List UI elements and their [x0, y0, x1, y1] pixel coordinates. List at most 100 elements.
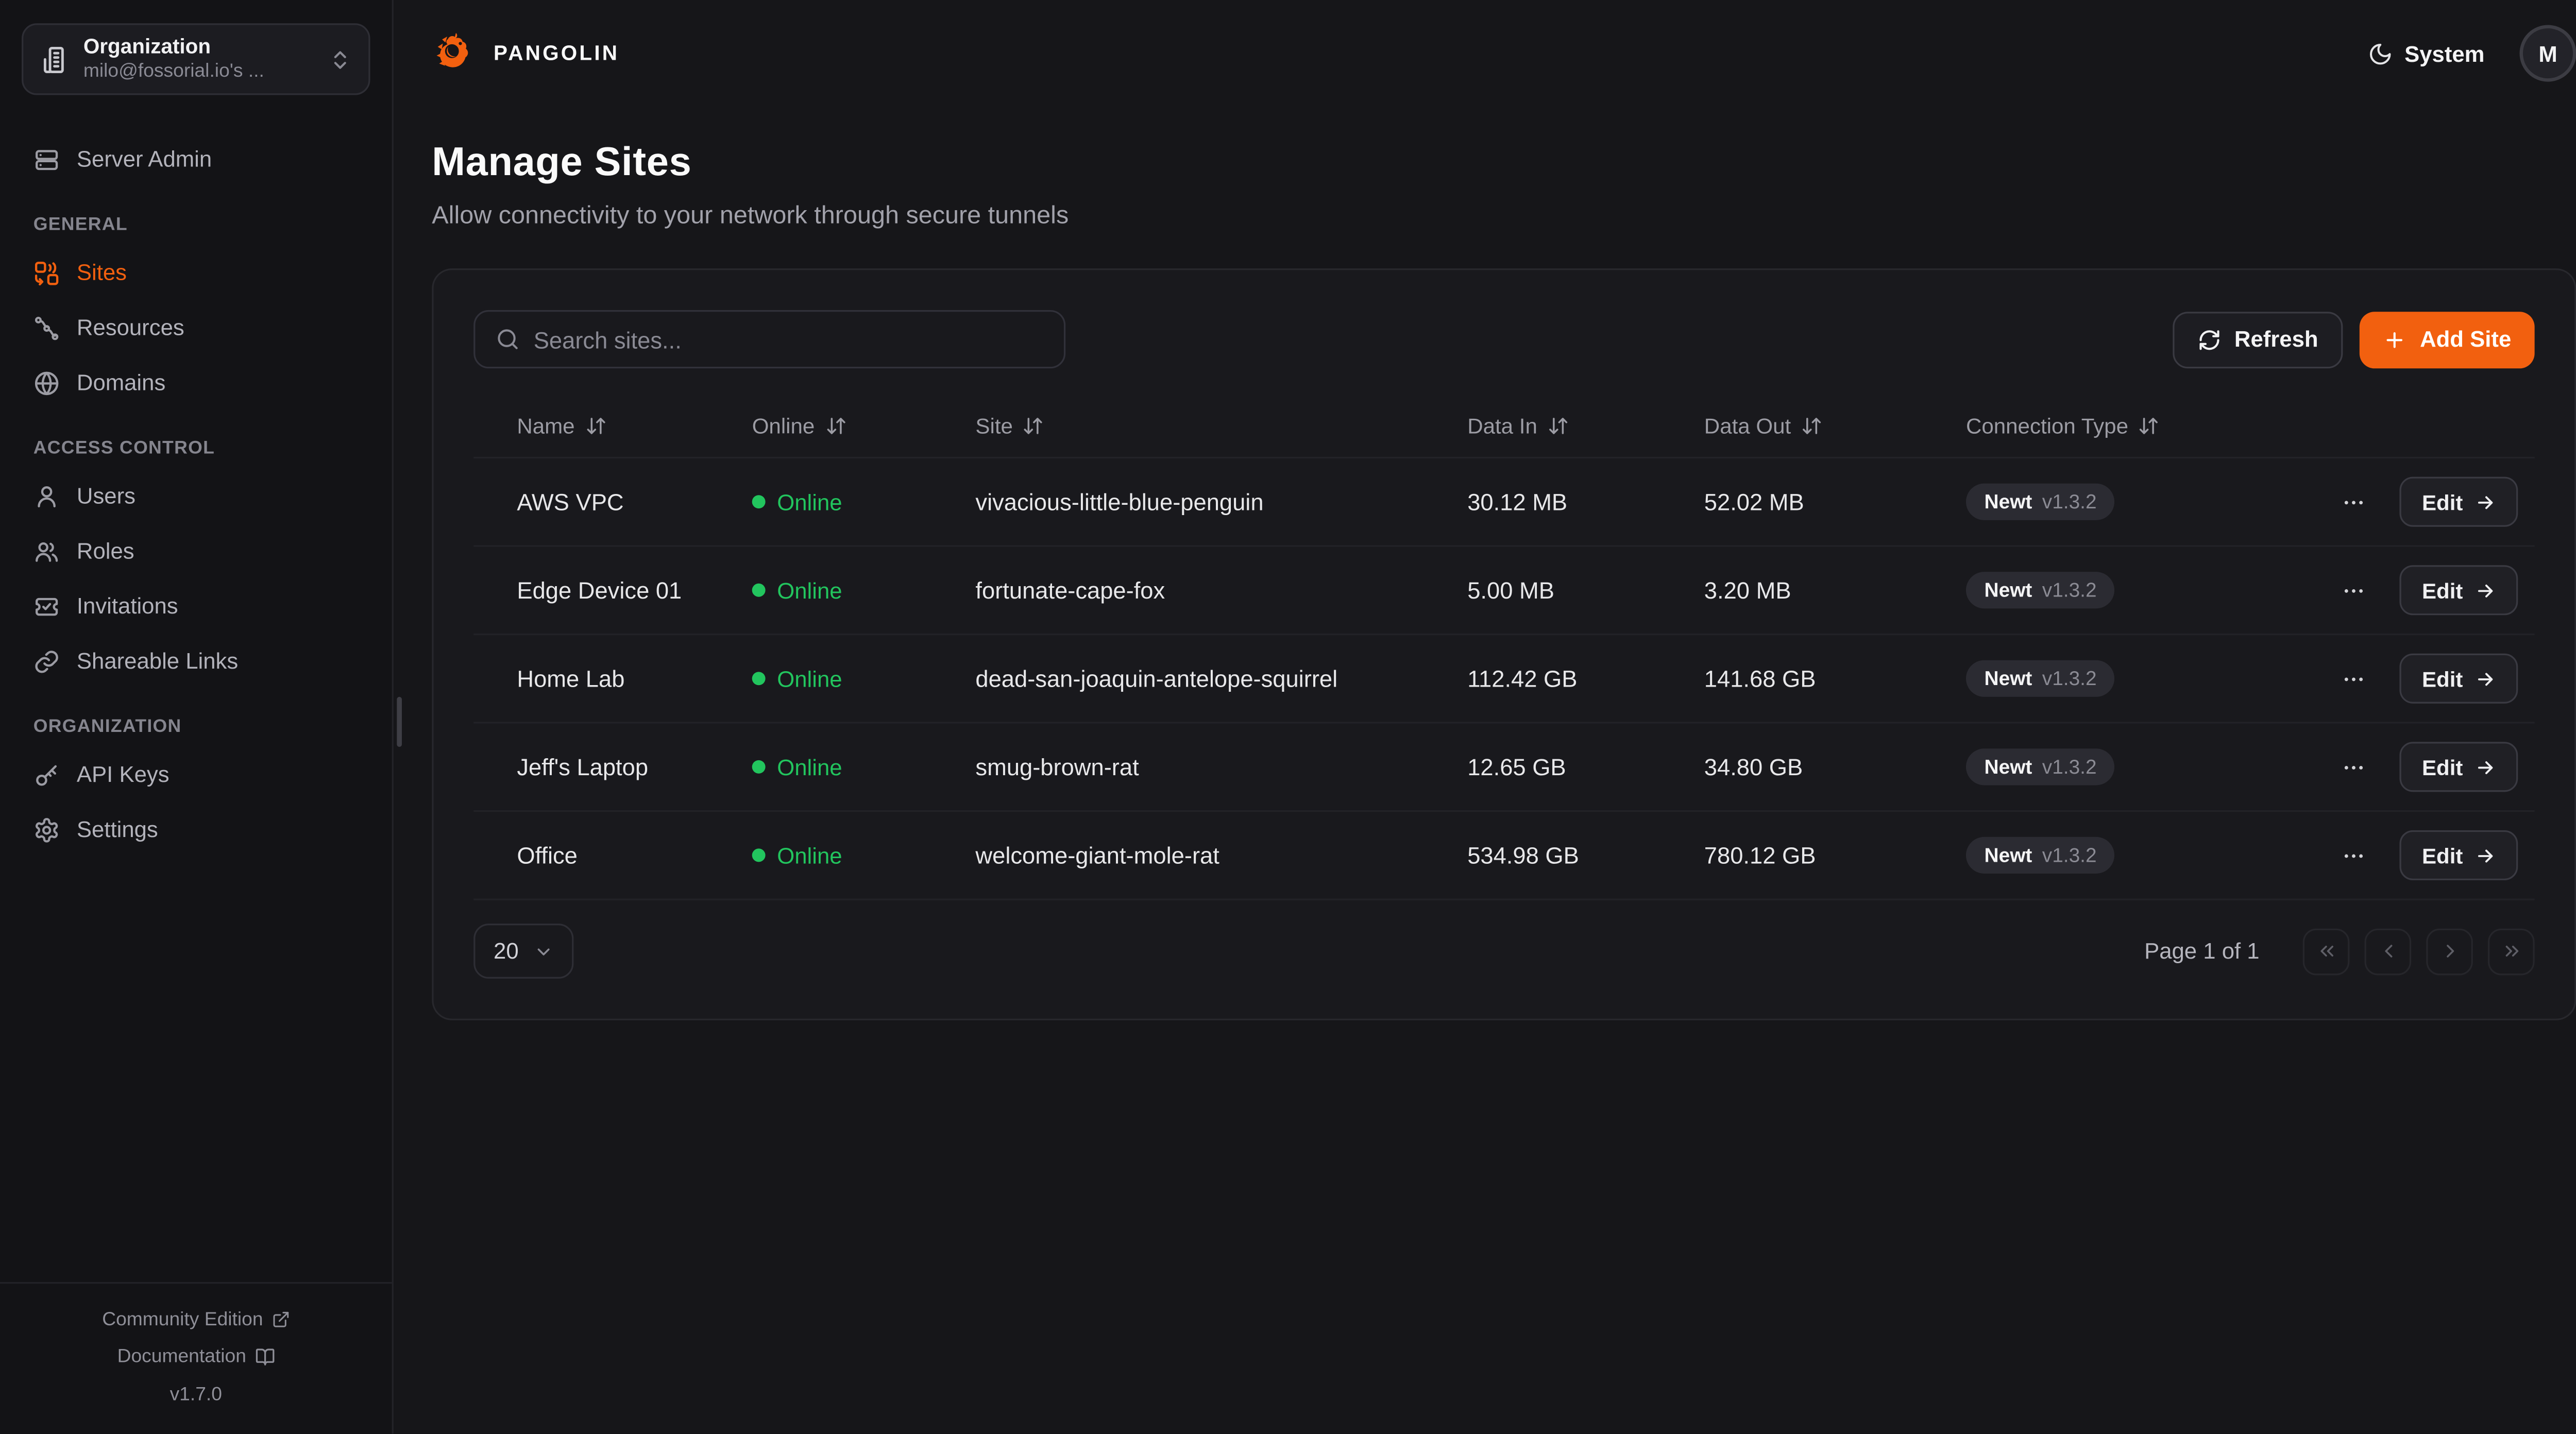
main-content: PANGOLIN System M Manage Sites Allow con… — [394, 0, 2576, 1433]
search-input[interactable] — [533, 326, 1044, 353]
arrow-right-icon — [2478, 584, 2493, 597]
row-menu-button[interactable] — [2338, 574, 2370, 606]
search-icon — [498, 329, 518, 349]
column-header-label: Name — [517, 413, 575, 439]
refresh-button[interactable]: Refresh — [2173, 311, 2344, 368]
section-label-general: GENERAL — [33, 215, 128, 235]
plus-icon — [2387, 331, 2403, 347]
status-badge: Online — [777, 754, 842, 780]
documentation-link[interactable]: Documentation — [16, 1339, 375, 1376]
data-in-value: 112.42 GB — [1467, 665, 1578, 692]
key-icon — [36, 764, 57, 785]
data-in-value: 12.65 GB — [1467, 753, 1566, 780]
sidebar-item-resources[interactable]: Resources — [0, 300, 392, 355]
sidebar-item-roles[interactable]: Roles — [0, 523, 392, 578]
sites-card: Refresh Add Site Name Online Site — [432, 268, 2576, 1020]
connection-version: v1.3.2 — [2042, 578, 2097, 602]
theme-toggle[interactable]: System — [2368, 41, 2485, 66]
documentation-label: Documentation — [117, 1347, 246, 1368]
column-header-label: Data Out — [1704, 413, 1791, 439]
connection-cell: Newt v1.3.2 — [1965, 483, 2325, 520]
row-menu-button[interactable] — [2338, 751, 2370, 782]
connection-client: Newt — [1984, 667, 2032, 690]
chevrons-left-icon — [2319, 945, 2333, 957]
edit-button[interactable]: Edit — [2400, 476, 2518, 527]
previous-page-button[interactable] — [2364, 928, 2412, 975]
column-header-name[interactable]: Name — [517, 413, 752, 439]
data-out-value: 141.68 GB — [1704, 665, 1816, 692]
sidebar-item-domains[interactable]: Domains — [0, 355, 392, 410]
combine-icon — [35, 261, 59, 285]
sidebar-item-invitations[interactable]: Invitations — [0, 578, 392, 634]
data-out-value: 52.02 MB — [1704, 488, 1804, 516]
online-dot-icon — [752, 760, 766, 774]
site-slug: dead-san-joaquin-antelope-squirrel — [975, 665, 1338, 692]
edit-label: Edit — [2421, 577, 2463, 603]
page-info: Page 1 of 1 — [2144, 938, 2260, 964]
site-slug: welcome-giant-mole-rat — [975, 842, 1219, 869]
data-out-value: 34.80 GB — [1704, 753, 1803, 780]
last-page-button[interactable] — [2488, 928, 2535, 975]
next-page-button[interactable] — [2426, 928, 2473, 975]
column-header-label: Online — [752, 413, 815, 439]
chevrons-right-icon — [2505, 945, 2518, 957]
sidebar-item-users[interactable]: Users — [0, 468, 392, 523]
edit-button[interactable]: Edit — [2400, 742, 2518, 792]
org-picker[interactable]: Organization milo@fossorial.io's ... — [22, 23, 370, 95]
status-cell: Online — [752, 843, 976, 868]
row-menu-button[interactable] — [2338, 663, 2370, 694]
globe-icon — [35, 371, 59, 395]
edit-button[interactable]: Edit — [2400, 653, 2518, 704]
sidebar-item-server-admin[interactable]: Server Admin — [0, 132, 392, 187]
sidebar-item-api-keys[interactable]: API Keys — [0, 747, 392, 802]
sidebar-item-shareable-links[interactable]: Shareable Links — [0, 634, 392, 689]
edit-label: Edit — [2421, 666, 2463, 691]
column-header-online[interactable]: Online — [752, 413, 976, 439]
table-row: Office Online welcome-giant-mole-rat 534… — [473, 812, 2535, 900]
page-size-select[interactable]: 20 — [473, 924, 574, 979]
site-name: Edge Device 01 — [517, 576, 682, 604]
status-cell: Online — [752, 489, 976, 514]
org-texts: Organization milo@fossorial.io's ... — [83, 34, 315, 84]
column-header-data-in[interactable]: Data In — [1467, 414, 1704, 438]
avatar-initial: M — [2538, 41, 2557, 66]
sidebar-item-label: Invitations — [76, 593, 178, 619]
gear-icon — [36, 817, 58, 842]
status-cell: Online — [752, 577, 976, 603]
connection-cell: Newt v1.3.2 — [1965, 572, 2325, 609]
table-row: AWS VPC Online vivacious-little-blue-pen… — [473, 458, 2535, 547]
avatar[interactable]: M — [2519, 25, 2576, 82]
sidebar-nav: Server Admin GENERAL Sites Resources Dom… — [0, 132, 392, 857]
connection-cell: Newt v1.3.2 — [1965, 748, 2325, 786]
connection-client: Newt — [1984, 578, 2032, 602]
connection-client: Newt — [1984, 843, 2032, 867]
first-page-button[interactable] — [2302, 928, 2350, 975]
site-name: AWS VPC — [517, 488, 624, 516]
external-link-icon — [273, 1312, 289, 1328]
sort-icon — [586, 418, 605, 434]
add-site-label: Add Site — [2420, 327, 2512, 352]
column-header-data-out[interactable]: Data Out — [1704, 413, 1966, 439]
column-header-connection-type[interactable]: Connection Type — [1966, 414, 2325, 438]
column-header-site[interactable]: Site — [975, 414, 1467, 438]
sidebar: Organization milo@fossorial.io's ... Ser… — [0, 0, 394, 1434]
edit-button[interactable]: Edit — [2400, 565, 2518, 616]
add-site-button[interactable]: Add Site — [2360, 311, 2535, 368]
edit-button[interactable]: Edit — [2400, 830, 2518, 880]
row-menu-button[interactable] — [2338, 486, 2370, 517]
sidebar-scrollbar-thumb[interactable] — [397, 696, 402, 747]
sort-icon — [1549, 418, 1567, 434]
sidebar-item-label: Users — [76, 483, 136, 509]
status-badge: Online — [777, 843, 842, 868]
sidebar-item-sites[interactable]: Sites — [0, 245, 392, 300]
row-menu-button[interactable] — [2338, 840, 2370, 871]
sidebar-item-settings[interactable]: Settings — [0, 802, 392, 857]
user-icon — [38, 485, 56, 507]
sidebar-item-label: Settings — [76, 816, 158, 842]
edit-label: Edit — [2421, 843, 2463, 868]
sites-toolbar: Refresh Add Site — [473, 310, 2535, 369]
site-name: Jeff's Laptop — [517, 753, 649, 780]
status-badge: Online — [777, 577, 842, 603]
community-edition-link[interactable]: Community Edition — [16, 1301, 375, 1339]
